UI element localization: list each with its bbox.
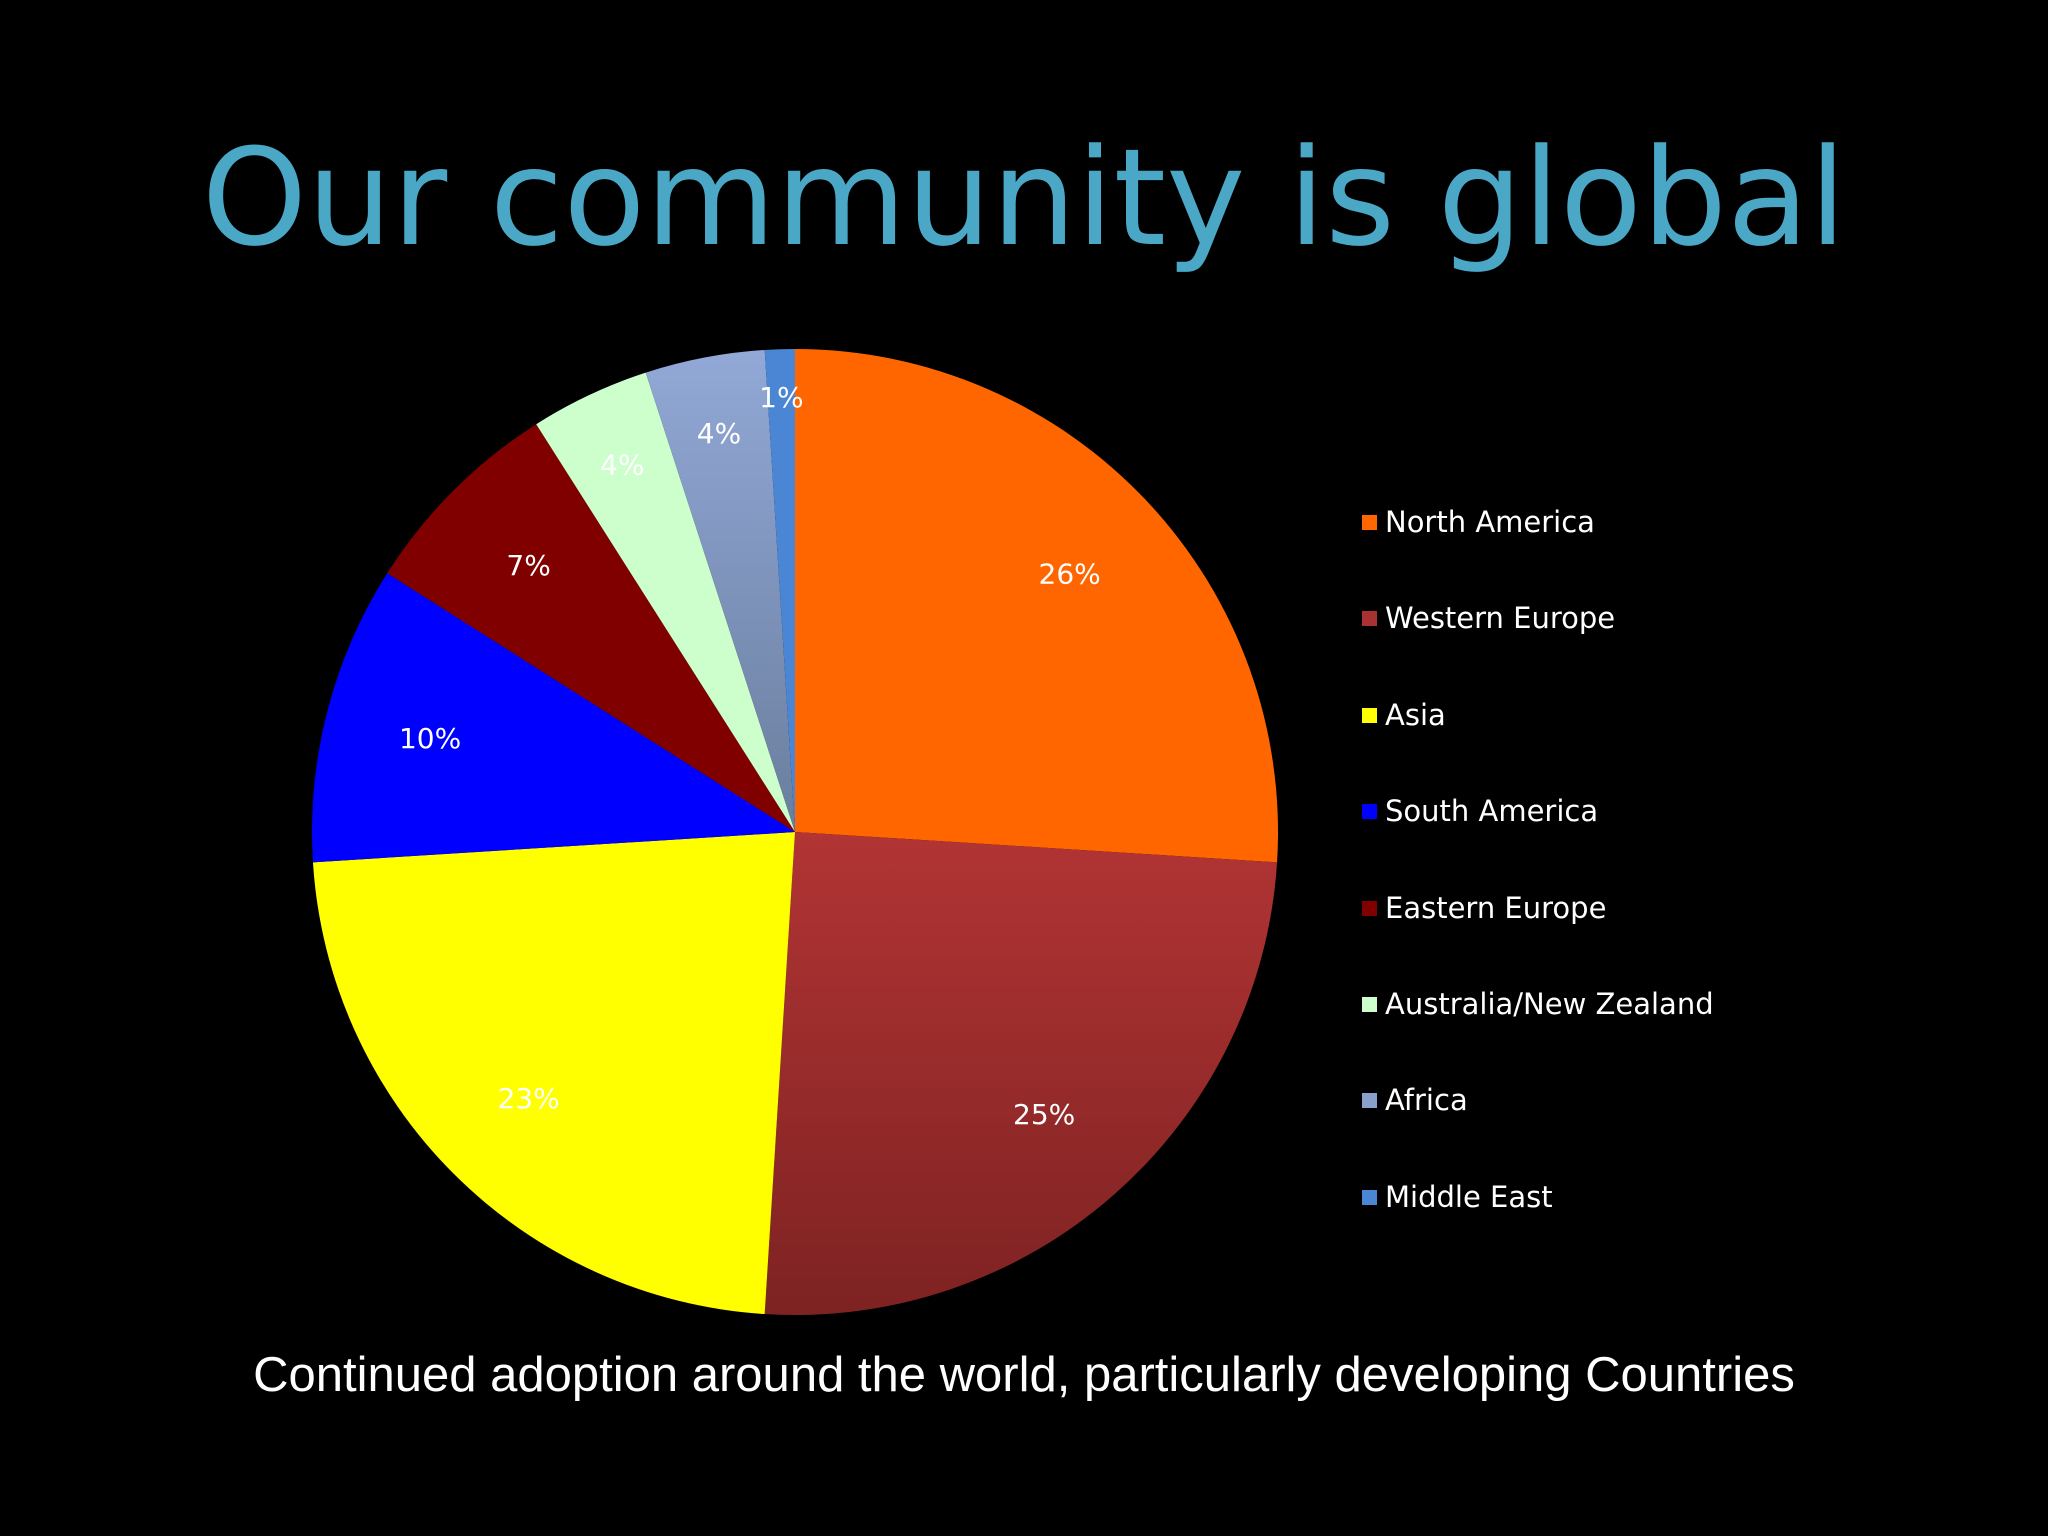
legend-item-north-america: North America [1362,500,1962,596]
data-label-south-america: 10% [399,722,461,755]
data-label-africa: 4% [697,417,741,450]
legend-item-eastern-europe: Eastern Europe [1362,886,1962,982]
legend-swatch [1362,611,1377,627]
legend-swatch [1362,1189,1377,1205]
legend-label: Middle East [1385,1179,1553,1214]
legend-item-south-america: South America [1362,789,1962,885]
legend-label: Asia [1385,697,1446,732]
legend-swatch [1362,515,1377,530]
data-label-eastern-europe: 7% [506,549,550,582]
pie-slice-africa [645,349,795,832]
pie-slice-western-europe [764,832,1278,1316]
legend-label: South America [1385,794,1599,829]
legend-item-asia: Asia [1362,693,1962,789]
pie-slice-middle-east [764,349,795,832]
data-label-middle-east: 1% [759,381,803,414]
data-label-north-america: 26% [1039,558,1101,591]
pie-slice-asia [312,832,795,1315]
pie-slice-eastern-europe [387,424,795,832]
legend-swatch [1362,996,1377,1012]
legend-label: North America [1385,505,1595,539]
legend-label: Western Europe [1385,601,1616,636]
legend-label: Australia/New Zealand [1385,986,1714,1021]
legend-swatch [1362,707,1377,723]
pie-slice-south-america [311,573,795,863]
data-label-asia: 23% [497,1082,559,1115]
data-label-western-europe: 25% [1013,1098,1075,1131]
legend-swatch [1362,804,1377,820]
pie-slice-north-america [795,349,1279,863]
legend-item-western-europe: Western Europe [1362,596,1962,692]
data-label-australia-new-zealand: 4% [600,448,644,481]
legend: North America Western Europe Asia South Ame… [1362,500,1962,1271]
legend-item-australia-new-zealand: Australia/New Zealand [1362,982,1962,1078]
legend-label: Africa [1385,1083,1468,1118]
legend-item-middle-east: Middle East [1362,1175,1962,1271]
legend-swatch [1362,1093,1377,1109]
legend-label: Eastern Europe [1385,890,1607,925]
slide-subtitle: Continued adoption around the world, par… [253,1348,1795,1402]
pie-slices [311,349,1279,1316]
legend-item-africa: Africa [1362,1078,1962,1174]
pie-slice-australia-new-zealand [536,372,795,832]
slide-title: Our community is global [201,120,1847,276]
legend-swatch [1362,900,1377,916]
pie-data-labels: 26% 25% 23% 10% 7% 4% 4% 1% [399,381,1101,1131]
